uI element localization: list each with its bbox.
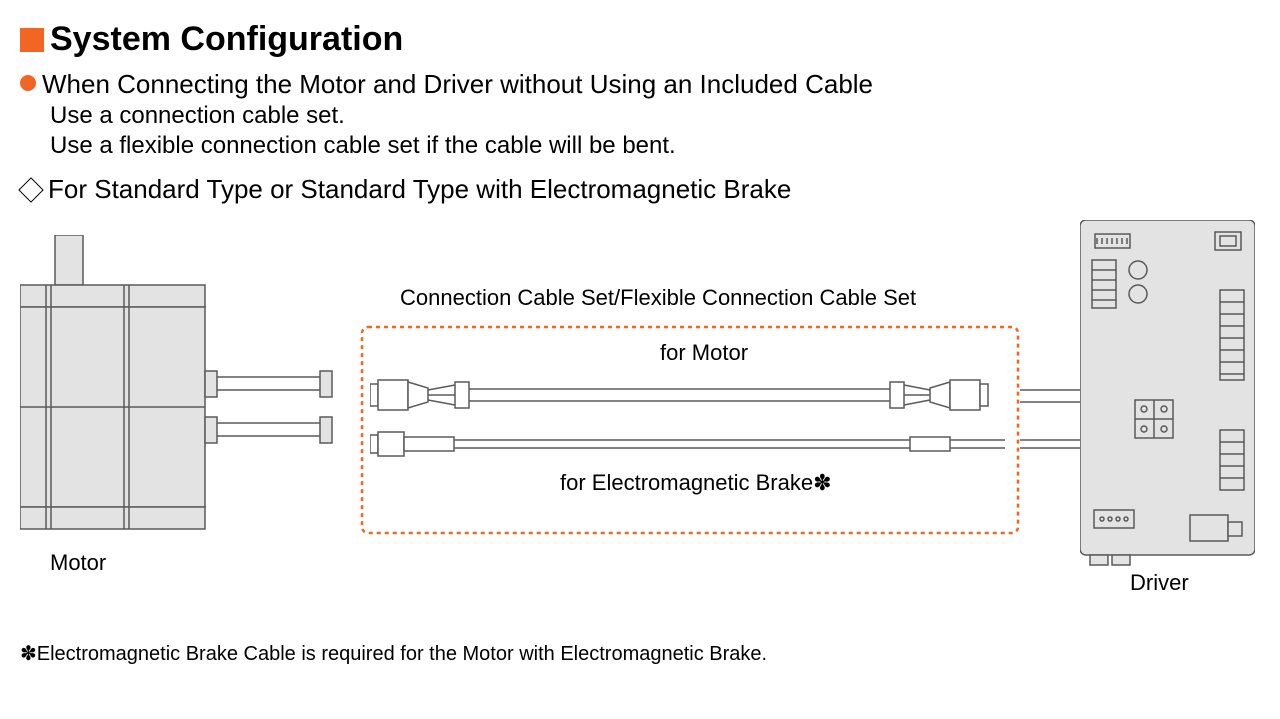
subheading: When Connecting the Motor and Driver wit… xyxy=(42,69,873,100)
system-diagram: Connection Cable Set/Flexible Connection… xyxy=(20,215,1260,635)
for-brake-label: for Electromagnetic Brake✽ xyxy=(560,470,832,496)
title-bullet xyxy=(20,28,44,52)
driver-graphic xyxy=(1080,220,1255,570)
motor-cable xyxy=(370,370,1010,420)
body-line-1: Use a connection cable set. xyxy=(50,102,1260,130)
cable-set-label: Connection Cable Set/Flexible Connection… xyxy=(400,285,916,311)
motor-graphic xyxy=(20,235,350,535)
for-motor-label: for Motor xyxy=(660,340,748,366)
brake-cable xyxy=(370,425,1010,465)
motor-label: Motor xyxy=(50,550,106,576)
footnote: ✽Electromagnetic Brake Cable is required… xyxy=(20,641,1260,666)
subheading-bullet xyxy=(20,75,36,91)
body-line-2: Use a flexible connection cable set if t… xyxy=(50,132,1260,160)
driver-label: Driver xyxy=(1130,570,1189,596)
section-heading: For Standard Type or Standard Type with … xyxy=(48,174,791,205)
page-title: System Configuration xyxy=(50,20,403,59)
diamond-bullet xyxy=(18,177,43,202)
